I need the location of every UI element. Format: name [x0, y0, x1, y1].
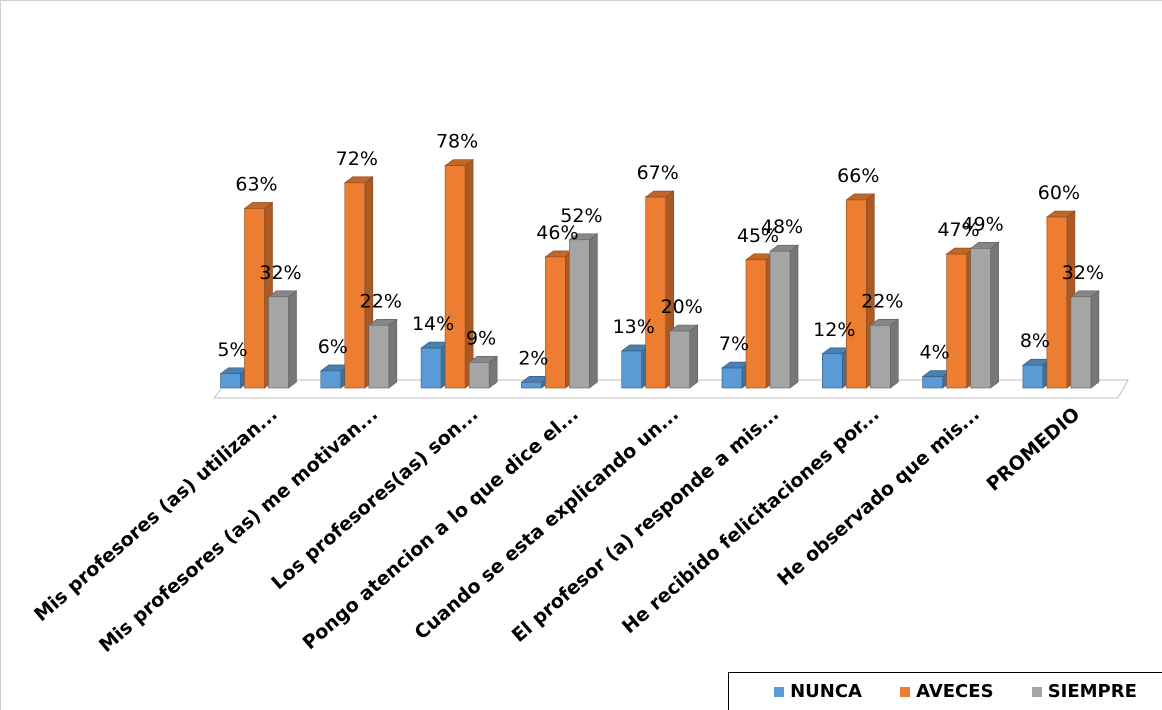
- bar-siempre-3: [468, 355, 499, 389]
- bar-aveces-3: [444, 159, 475, 389]
- data-label-nunca-8: 4%: [920, 342, 950, 364]
- legend-item-aveces: AVECES: [900, 681, 994, 702]
- data-label-aveces-7: 66%: [837, 165, 879, 187]
- data-label-aveces-3: 78%: [436, 131, 478, 153]
- data-label-nunca-7: 12%: [813, 319, 855, 341]
- bar-siempre-5: [668, 324, 699, 389]
- data-label-siempre-9: 32%: [1062, 262, 1104, 284]
- bar-siempre-9: [1070, 290, 1100, 389]
- legend-item-siempre: SIEMPRE: [1031, 681, 1137, 702]
- bar-siempre-6: [769, 244, 799, 389]
- legend-label-nunca: NUNCA: [790, 681, 862, 702]
- category-label-3: Los profesores(as) son...: [267, 403, 482, 594]
- data-label-nunca-4: 2%: [518, 347, 548, 369]
- data-label-nunca-5: 13%: [613, 316, 655, 338]
- legend-label-siempre: SIEMPRE: [1047, 681, 1137, 702]
- legend-swatch-nunca: [774, 686, 785, 697]
- bar-siempre-8: [969, 241, 1000, 389]
- chart-legend: NUNCA AVECES SIEMPRE: [728, 672, 1162, 710]
- category-label-8: He observado que mis...: [773, 403, 984, 590]
- data-label-aveces-6: 45%: [737, 225, 779, 247]
- data-label-siempre-6: 48%: [761, 216, 803, 238]
- legend-label-aveces: AVECES: [916, 681, 994, 702]
- legend-swatch-aveces: [900, 686, 911, 697]
- data-label-nunca-1: 5%: [217, 339, 247, 361]
- data-label-aveces-5: 67%: [637, 162, 679, 184]
- legend-item-nunca: NUNCA: [774, 681, 862, 702]
- data-label-aveces-8: 47%: [937, 219, 979, 241]
- legend-swatch-siempre: [1031, 686, 1042, 697]
- data-label-siempre-2: 22%: [360, 290, 402, 312]
- bar-aveces-5: [644, 190, 675, 389]
- data-label-siempre-3: 9%: [466, 327, 496, 349]
- bar-nunca-6: [721, 361, 751, 389]
- bar-siempre-7: [869, 318, 900, 389]
- data-label-aveces-1: 63%: [235, 173, 277, 195]
- category-label-9: PROMEDIO: [983, 403, 1085, 495]
- data-label-aveces-2: 72%: [336, 148, 378, 170]
- bar-siempre-2: [367, 318, 398, 389]
- bar-siempre-1: [267, 290, 298, 389]
- data-label-aveces-4: 46%: [536, 222, 578, 244]
- data-label-nunca-3: 14%: [412, 313, 454, 335]
- data-label-siempre-5: 20%: [661, 296, 703, 318]
- data-label-siempre-7: 22%: [861, 290, 903, 312]
- data-label-siempre-1: 32%: [259, 262, 301, 284]
- data-label-siempre-8: 49%: [961, 213, 1003, 235]
- data-label-nunca-6: 7%: [719, 333, 749, 355]
- data-label-aveces-9: 60%: [1038, 182, 1080, 204]
- data-label-nunca-2: 6%: [318, 336, 348, 358]
- data-label-siempre-4: 52%: [560, 205, 602, 227]
- data-label-nunca-9: 8%: [1020, 330, 1050, 352]
- bar-siempre-4: [568, 233, 599, 389]
